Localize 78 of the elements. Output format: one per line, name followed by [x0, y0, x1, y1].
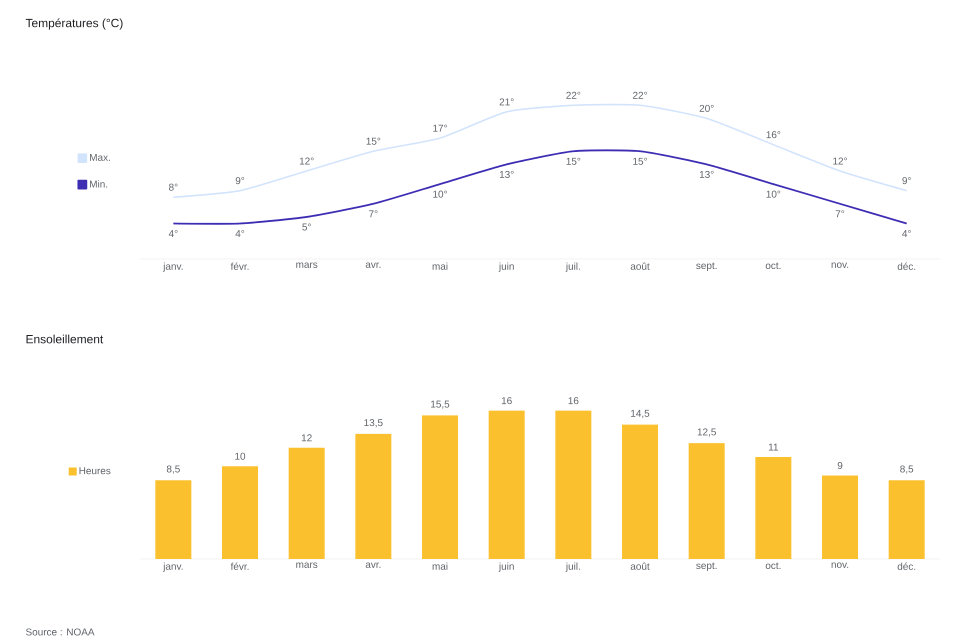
x-tick-label: mars: [296, 262, 318, 268]
data-label: 9: [838, 462, 842, 470]
data-label: 4°: [902, 230, 911, 237]
data-label: 12,5: [698, 428, 716, 437]
data-label: 12: [302, 434, 312, 442]
data-label: 21°: [500, 98, 514, 106]
x-tick-label: juil.: [566, 262, 580, 272]
bar: [622, 424, 658, 559]
source-note: Source : NOAA: [26, 628, 95, 636]
data-label: 16°: [766, 131, 780, 138]
x-tick-label: févr.: [230, 562, 249, 570]
x-tick-label: août: [630, 262, 650, 270]
x-tick-label: nov.: [832, 562, 848, 568]
legend-label: Max.: [90, 154, 110, 161]
x-tick-label: mai: [432, 262, 448, 270]
data-label: 9°: [236, 177, 244, 184]
data-label: 15,5: [431, 400, 450, 409]
x-tick-label: nov.: [832, 262, 848, 268]
bar: [422, 415, 458, 559]
data-label: 22°: [566, 92, 580, 99]
data-label: 16: [502, 397, 512, 404]
data-label: 8,5: [166, 465, 180, 474]
chart-title: Ensoleillement: [26, 334, 104, 344]
x-tick-label: déc.: [898, 562, 916, 570]
legend-label: Heures: [80, 467, 110, 474]
bar: [155, 480, 192, 559]
data-label: 14,5: [631, 410, 650, 418]
data-label: 8,5: [900, 465, 914, 474]
data-label: 15°: [366, 138, 380, 145]
bar: [688, 443, 725, 559]
x-tick-label: avr.: [366, 562, 380, 568]
x-tick-label: juin: [498, 562, 514, 572]
bar: [222, 466, 258, 559]
data-label: 13,5: [364, 419, 383, 428]
bar: [288, 448, 325, 559]
x-tick-label: oct.: [766, 262, 780, 270]
bar: [488, 410, 525, 559]
data-label: 4°: [168, 230, 178, 237]
data-label: 8°: [169, 184, 178, 191]
data-label: 13°: [700, 170, 714, 178]
bar: [822, 476, 858, 559]
bar: [888, 480, 925, 559]
data-label: 5°: [302, 223, 311, 231]
x-tick-label: déc.: [898, 262, 916, 270]
data-label: 13°: [500, 170, 514, 178]
data-label: 17°: [433, 124, 447, 132]
bar: [755, 457, 792, 559]
legend-label: Min.: [90, 180, 108, 188]
data-label: 7°: [836, 210, 844, 218]
data-label: 10°: [766, 190, 780, 198]
data-label: 15°: [633, 158, 647, 165]
data-label: 15°: [566, 158, 580, 165]
data-label: 4°: [235, 230, 244, 237]
bar: [555, 410, 592, 559]
data-label: 22°: [632, 92, 647, 99]
x-tick-label: mai: [432, 562, 448, 570]
data-label: 10°: [433, 190, 447, 198]
data-label: 11: [768, 444, 778, 451]
x-tick-label: mars: [296, 562, 318, 568]
x-tick-label: sept.: [696, 262, 717, 272]
x-tick-label: sept.: [696, 562, 717, 572]
data-label: 9°: [902, 177, 911, 184]
bar: [355, 434, 392, 559]
x-tick-label: juin: [498, 262, 514, 272]
x-tick-label: oct.: [766, 562, 780, 570]
x-tick-label: août: [630, 562, 650, 570]
chart-title: Températures (°C): [26, 18, 123, 30]
data-label: 20°: [700, 104, 714, 112]
x-tick-label: avr.: [366, 262, 380, 268]
data-label: 7°: [369, 210, 378, 218]
x-tick-label: janv.: [162, 262, 183, 272]
data-label: 12°: [300, 157, 314, 164]
data-label: 10: [235, 452, 246, 460]
x-tick-label: févr.: [230, 262, 249, 270]
x-tick-label: juil.: [566, 562, 580, 572]
data-label: 16: [568, 397, 578, 404]
data-label: 12°: [833, 157, 847, 164]
x-tick-label: janv.: [162, 562, 183, 572]
